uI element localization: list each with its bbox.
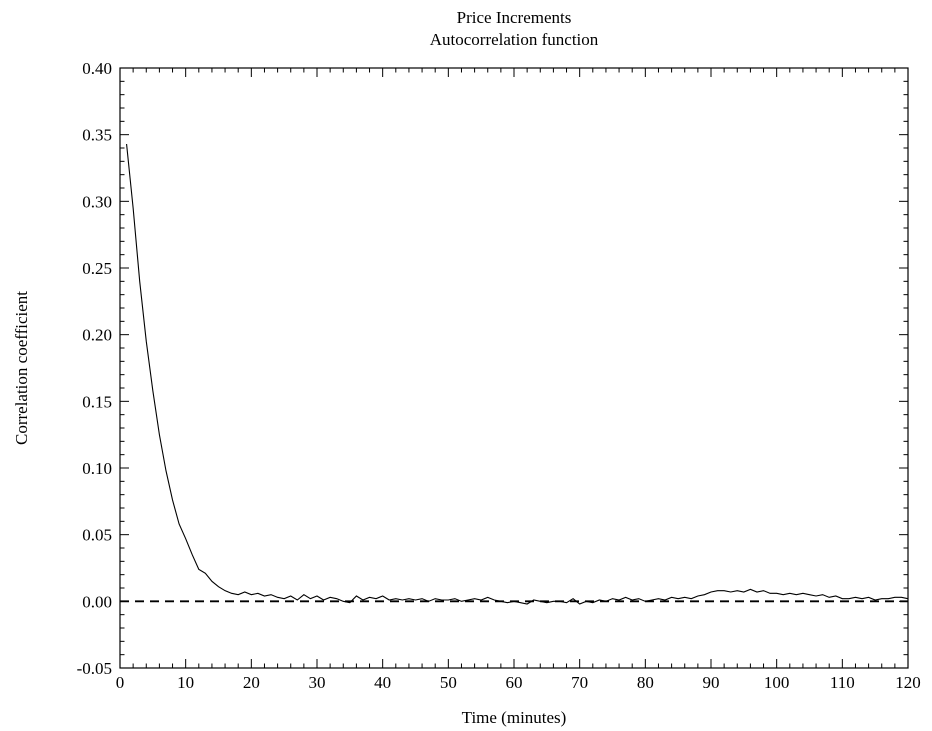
x-axis-label: Time (minutes) [462, 708, 567, 727]
x-tick-label: 50 [440, 673, 457, 692]
y-tick-label: 0.25 [82, 259, 112, 278]
x-tick-label: 90 [703, 673, 720, 692]
plot-frame [119, 67, 909, 669]
y-tick-label: -0.05 [77, 659, 112, 678]
tick-labels-layer: 0 10 20 30 40 50 60 70 80 90 100 110 120 -0.05 0.00 0.0… [77, 59, 921, 692]
x-tick-label: 10 [177, 673, 194, 692]
x-tick-label: 60 [506, 673, 523, 692]
x-tick-label: 30 [309, 673, 326, 692]
x-tick-label: 100 [764, 673, 790, 692]
x-tick-label: 120 [895, 673, 921, 692]
y-tick-label: 0.30 [82, 192, 112, 211]
series-line-autocorrelation [126, 143, 909, 605]
y-tick-label: 0.40 [82, 59, 112, 78]
x-tick-label: 20 [243, 673, 260, 692]
ticks-layer [119, 67, 909, 669]
x-tick-label: 80 [637, 673, 654, 692]
chart-subtitle: Autocorrelation function [430, 30, 599, 49]
x-tick-label: 40 [374, 673, 391, 692]
x-tick-label: 70 [571, 673, 588, 692]
y-tick-label: 0.10 [82, 459, 112, 478]
x-tick-label: 0 [116, 673, 125, 692]
y-axis-label: Correlation coefficient [12, 291, 31, 445]
y-tick-label: 0.15 [82, 392, 112, 411]
chart-title: Price Increments [457, 8, 572, 27]
y-tick-label: 0.00 [82, 592, 112, 611]
x-tick-label: 110 [830, 673, 855, 692]
y-tick-label: 0.35 [82, 126, 112, 145]
y-tick-label: 0.20 [82, 326, 112, 345]
y-tick-label: 0.05 [82, 526, 112, 545]
